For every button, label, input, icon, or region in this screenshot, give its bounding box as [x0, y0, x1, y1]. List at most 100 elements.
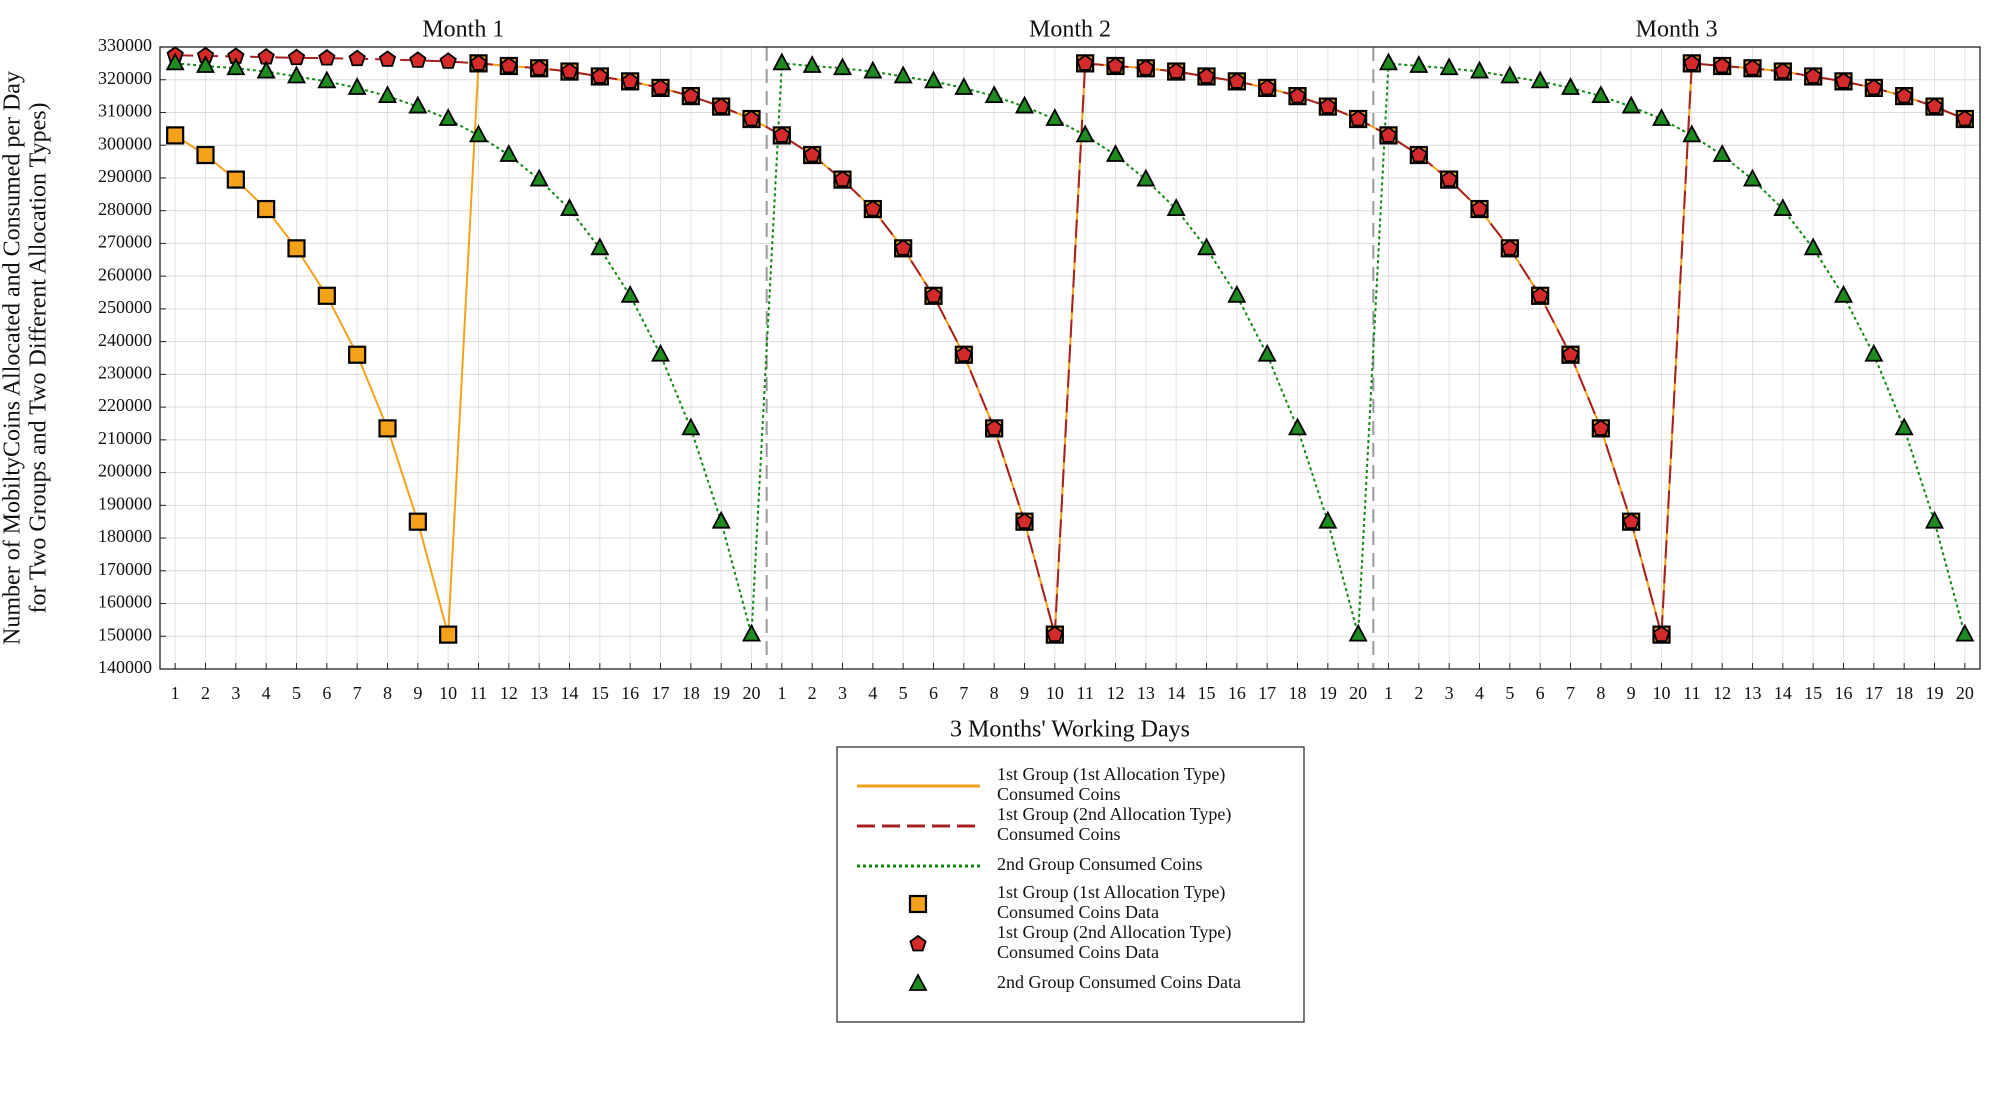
triangle-marker: [954, 77, 974, 95]
triangle-marker: [1470, 60, 1489, 79]
y-tick-label: 180000: [98, 526, 152, 546]
triangle-marker: [469, 124, 488, 143]
triangle-marker: [1136, 168, 1156, 187]
triangle-marker: [560, 198, 579, 216]
panel-title: Month 1: [422, 17, 504, 43]
triangle-marker: [863, 60, 883, 79]
triangle-marker: [1925, 510, 1944, 529]
pentagon-marker: [1349, 109, 1367, 127]
triangle-marker: [1075, 124, 1095, 143]
triangle-marker: [1561, 77, 1580, 95]
pentagon-marker: [1652, 625, 1671, 642]
x-tick-label: 13: [530, 683, 548, 703]
legend-label: 2nd Group Consumed Coins: [997, 854, 1203, 874]
y-tick-label: 240000: [98, 330, 152, 350]
square-marker: [166, 126, 185, 145]
x-tick-label: 18: [682, 683, 700, 703]
y-tick-label: 320000: [98, 68, 152, 88]
triangle-marker: [1166, 198, 1186, 216]
pentagon-marker: [378, 50, 397, 67]
square-marker: [196, 145, 215, 165]
triangle-marker: [1682, 124, 1702, 143]
y-tick-label: 310000: [98, 101, 152, 121]
y-tick-label: 300000: [98, 133, 152, 153]
triangle-marker: [1500, 65, 1520, 84]
pentagon-marker: [1501, 239, 1519, 256]
y-tick-label: 160000: [98, 592, 152, 612]
triangle-marker: [802, 55, 822, 73]
x-tick-label: 5: [1505, 683, 1514, 703]
x-tick-label: 9: [413, 683, 422, 703]
triangle-marker: [226, 57, 246, 76]
pentagon-marker: [1531, 286, 1549, 304]
panel-title: Month 2: [1029, 17, 1111, 43]
x-tick-label: 14: [561, 683, 579, 703]
square-marker: [226, 170, 245, 189]
pentagon-marker: [833, 170, 852, 187]
triangle-marker: [1439, 57, 1459, 76]
y-axis-label: for Two Groups and Two Different Allocat…: [26, 102, 52, 613]
x-tick-label: 1: [777, 683, 786, 703]
triangle-marker: [1530, 70, 1550, 89]
triangle-marker: [499, 144, 519, 162]
pentagon-marker: [1167, 62, 1185, 79]
triangle-marker: [529, 168, 549, 187]
x-tick-label: 11: [470, 683, 487, 703]
x-axis-label: 3 Months' Working Days: [950, 717, 1190, 743]
triangle-marker: [287, 65, 306, 84]
pentagon-marker: [682, 86, 700, 104]
triangle-marker: [1257, 343, 1277, 362]
x-tick-label: 12: [1107, 683, 1125, 703]
y-tick-label: 220000: [98, 395, 152, 415]
x-tick-label: 20: [1349, 683, 1367, 703]
x-tick-label: 2: [808, 683, 817, 703]
x-tick-label: 4: [1475, 683, 1484, 703]
pentagon-marker: [500, 56, 518, 74]
x-tick-label: 3: [838, 683, 847, 703]
y-tick-label: 250000: [98, 297, 152, 317]
pentagon-marker: [560, 62, 579, 79]
x-tick-label: 4: [262, 683, 271, 703]
triangle-marker: [908, 973, 928, 991]
x-tick-label: 18: [1289, 683, 1307, 703]
x-tick-label: 5: [899, 683, 908, 703]
pentagon-marker: [1804, 67, 1822, 84]
pentagon-marker: [1956, 109, 1974, 127]
x-tick-label: 12: [500, 683, 518, 703]
pentagon-marker: [1440, 170, 1458, 187]
pentagon-marker: [469, 54, 488, 71]
triangle-marker: [1894, 417, 1914, 436]
x-tick-label: 15: [1198, 683, 1216, 703]
triangle-marker: [1227, 284, 1247, 303]
triangle-marker: [924, 70, 943, 89]
triangle-marker: [772, 52, 792, 71]
pentagon-marker: [773, 126, 791, 143]
legend-label: 1st Group (1st Allocation Type) Consumed …: [997, 764, 1225, 804]
triangle-marker: [317, 70, 337, 89]
x-tick-label: 10: [1653, 683, 1671, 703]
pentagon-marker: [1622, 512, 1640, 530]
y-tick-label: 200000: [98, 461, 152, 481]
triangle-marker: [256, 60, 276, 79]
pentagon-marker: [1713, 56, 1731, 74]
series-line: [175, 54, 1966, 635]
legend-label: 2nd Group Consumed Coins Data: [997, 972, 1241, 992]
x-tick-label: 1: [1384, 683, 1393, 703]
legend-label: 1st Group (2nd Allocation Type) Consumed …: [997, 922, 1231, 962]
x-tick-label: 6: [929, 683, 938, 703]
x-tick-label: 17: [1865, 683, 1883, 703]
x-tick-label: 11: [1076, 683, 1093, 703]
triangle-marker: [1773, 198, 1793, 216]
triangle-marker: [1712, 144, 1732, 162]
x-tick-label: 18: [1895, 683, 1913, 703]
x-tick-label: 9: [1627, 683, 1636, 703]
pentagon-marker: [1925, 97, 1944, 114]
y-tick-label: 270000: [98, 232, 152, 252]
triangle-marker: [590, 237, 610, 256]
pentagon-marker: [1410, 145, 1428, 163]
pentagon-marker: [1137, 59, 1155, 76]
square-marker: [378, 419, 397, 438]
y-tick-label: 210000: [98, 428, 152, 448]
triangle-marker: [1955, 623, 1975, 642]
pentagon-marker: [742, 109, 761, 127]
